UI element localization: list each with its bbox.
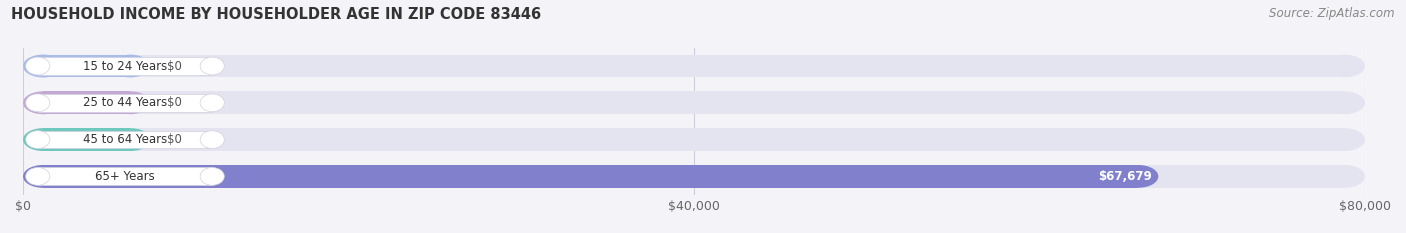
Ellipse shape (110, 128, 150, 151)
Ellipse shape (22, 165, 63, 188)
Text: 25 to 44 Years: 25 to 44 Years (83, 96, 167, 109)
Bar (44, 128, 1346, 151)
Text: 65+ Years: 65+ Years (96, 170, 155, 183)
Ellipse shape (22, 55, 63, 77)
Bar (38, 131, 212, 148)
Ellipse shape (25, 57, 49, 75)
Ellipse shape (200, 94, 225, 112)
Bar (44, 165, 1346, 188)
Text: 15 to 24 Years: 15 to 24 Years (83, 59, 167, 72)
Bar (44, 91, 131, 114)
Bar (38, 168, 212, 185)
Bar (44, 55, 1346, 77)
Bar (38, 57, 212, 75)
Ellipse shape (200, 168, 225, 185)
Ellipse shape (25, 94, 49, 112)
Bar (38, 94, 212, 112)
Text: $0: $0 (166, 59, 181, 72)
Ellipse shape (200, 131, 225, 148)
Ellipse shape (200, 57, 225, 75)
Text: $0: $0 (166, 96, 181, 109)
Ellipse shape (110, 91, 150, 114)
Ellipse shape (1324, 55, 1365, 77)
Text: 45 to 64 Years: 45 to 64 Years (83, 133, 167, 146)
Bar (44, 165, 1139, 188)
Ellipse shape (1324, 91, 1365, 114)
Bar (44, 55, 131, 77)
Ellipse shape (25, 168, 49, 185)
Ellipse shape (22, 128, 63, 151)
Ellipse shape (25, 131, 49, 148)
Text: $0: $0 (166, 133, 181, 146)
Bar (44, 128, 131, 151)
Bar (44, 91, 1346, 114)
Ellipse shape (110, 55, 150, 77)
Text: Source: ZipAtlas.com: Source: ZipAtlas.com (1270, 7, 1395, 20)
Ellipse shape (22, 165, 63, 188)
Ellipse shape (1324, 128, 1365, 151)
Ellipse shape (22, 91, 63, 114)
Ellipse shape (22, 128, 63, 151)
Ellipse shape (1324, 165, 1365, 188)
Ellipse shape (22, 91, 63, 114)
Text: HOUSEHOLD INCOME BY HOUSEHOLDER AGE IN ZIP CODE 83446: HOUSEHOLD INCOME BY HOUSEHOLDER AGE IN Z… (11, 7, 541, 22)
Ellipse shape (1118, 165, 1159, 188)
Ellipse shape (22, 55, 63, 77)
Text: $67,679: $67,679 (1098, 170, 1152, 183)
